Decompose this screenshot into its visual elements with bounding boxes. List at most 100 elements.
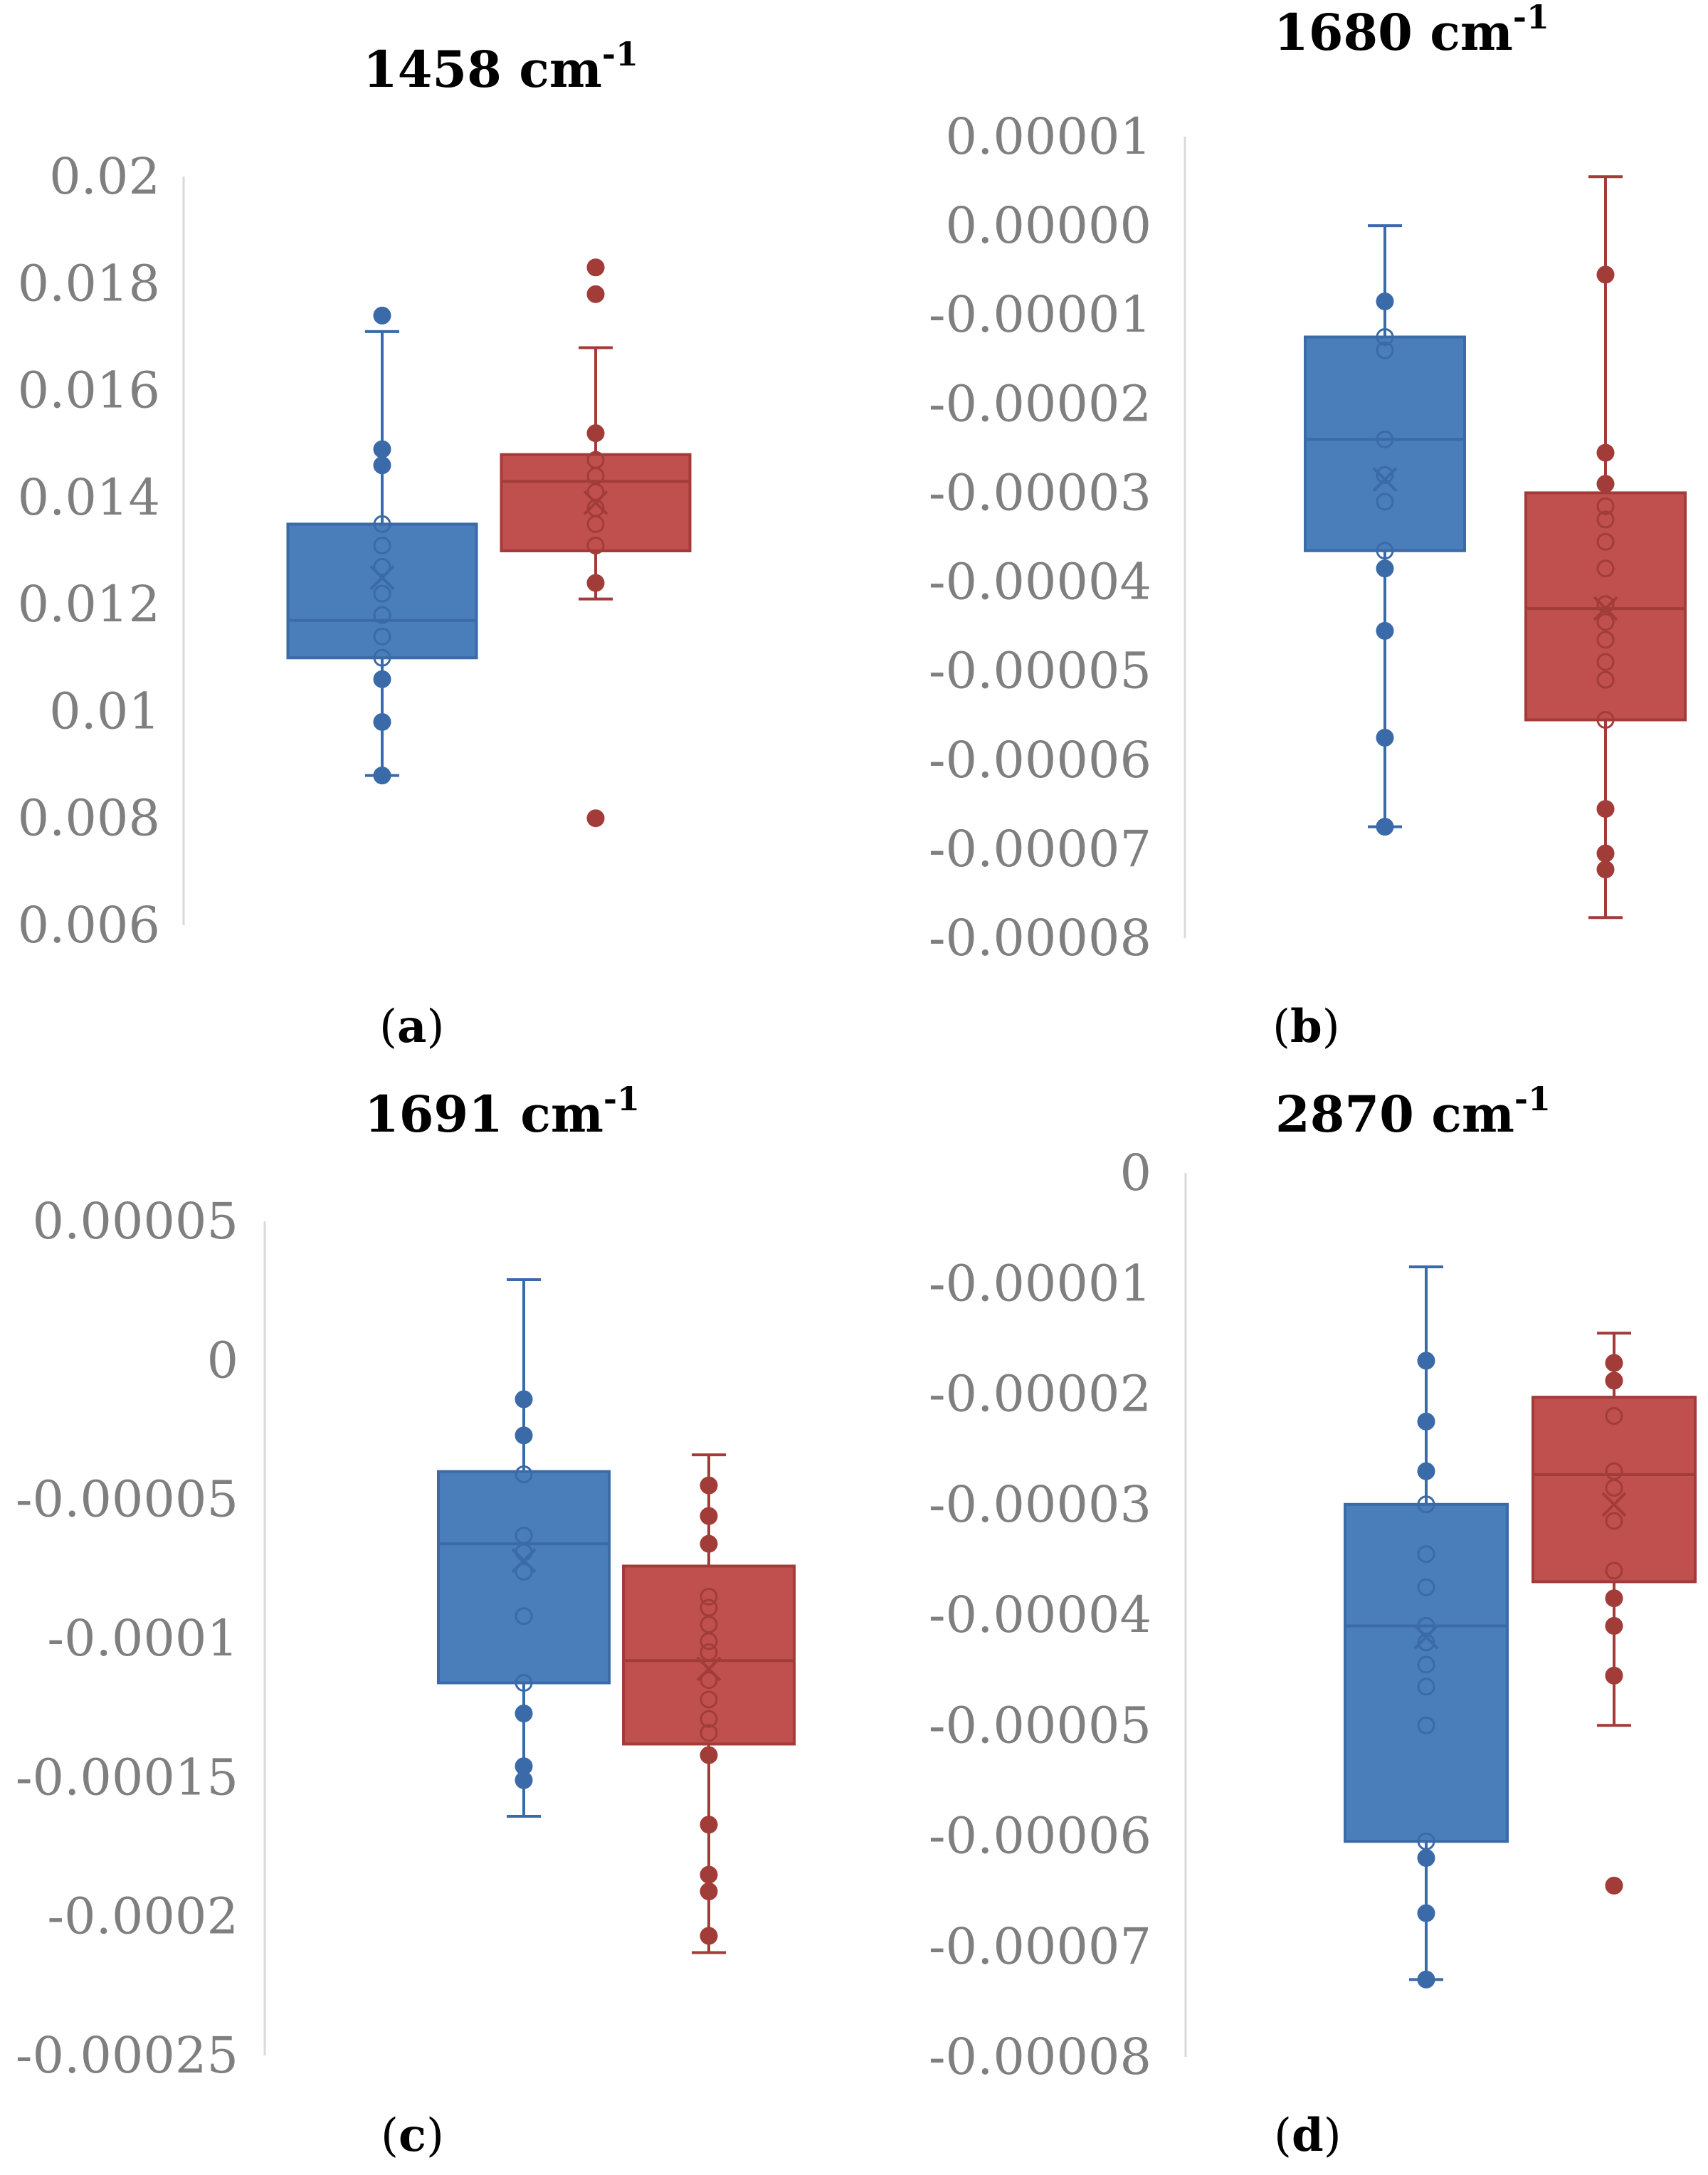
- data-point: [515, 1390, 533, 1408]
- data-point: [1596, 265, 1615, 284]
- mean-marker: [696, 1656, 722, 1682]
- panel-a-title-sup: -1: [602, 35, 638, 73]
- panel-a: 1458 cm-1 0.020.0180.0160.0140.0120.010.…: [18, 35, 692, 1053]
- y-tick-label: -0.00001: [929, 1254, 1151, 1312]
- mean-marker: [1593, 596, 1618, 621]
- panel-d-label: (d): [1274, 2109, 1341, 2162]
- data-point: [373, 584, 391, 603]
- y-tick-label: -0.00007: [929, 1917, 1151, 1976]
- panel-a-ticks: 0.02 0.018 0.016 0.014 0.012 0.01 0.008 0.006: [18, 147, 160, 954]
- mean-marker: [1372, 467, 1398, 493]
- data-point: [1596, 475, 1615, 493]
- data-point: [700, 1816, 718, 1834]
- data-point: [1417, 1970, 1435, 1989]
- panel-d-title: 2870 cm-1: [1275, 1080, 1551, 1144]
- data-point: [1605, 1512, 1623, 1530]
- data-point: [515, 1465, 533, 1484]
- data-point: [373, 648, 391, 667]
- data-point: [515, 1674, 533, 1692]
- box-iqr: [622, 1564, 796, 1746]
- y-tick-label: 0.016: [18, 362, 160, 420]
- y-tick-label: -0.00003: [929, 1475, 1151, 1534]
- box-iqr: [1532, 1396, 1697, 1584]
- data-point: [1376, 328, 1394, 346]
- y-tick-label: -0.00006: [929, 731, 1151, 789]
- box-red: [622, 1453, 796, 1954]
- data-point: [700, 1587, 718, 1606]
- y-tick-label: -0.00004: [929, 1586, 1151, 1644]
- data-point: [1596, 631, 1615, 649]
- data-point: [1376, 559, 1394, 578]
- data-point: [373, 306, 391, 325]
- data-point: [1605, 1407, 1623, 1426]
- data-point: [1417, 1655, 1435, 1674]
- panel-a-label: (a): [379, 1000, 444, 1053]
- box-blue: [286, 306, 478, 785]
- data-point: [373, 558, 391, 576]
- data-point: [1417, 1495, 1435, 1514]
- data-point: [1605, 1371, 1623, 1390]
- y-tick-label: -0.00005: [929, 1696, 1151, 1754]
- panel-d-boxes: [1344, 1265, 1697, 1989]
- y-tick-label: -0.00002: [929, 1365, 1151, 1423]
- data-point: [1596, 532, 1615, 551]
- panel-b-ticks: 0.00001 0.00000 -0.00001 -0.00002 -0.00003 -0…: [929, 107, 1151, 967]
- y-tick-label: -0.00004: [929, 553, 1151, 611]
- y-tick-label: -0.00007: [929, 820, 1151, 878]
- data-point: [515, 1426, 533, 1445]
- mean-marker: [583, 490, 608, 515]
- data-point: [586, 424, 605, 443]
- box-iqr: [286, 522, 478, 660]
- y-tick-label: -0.00015: [16, 1748, 238, 1806]
- data-point: [1417, 1545, 1435, 1564]
- mean-marker: [1601, 1492, 1627, 1517]
- panel-b-title-sup: -1: [1513, 0, 1549, 36]
- panel-c-title-sup: -1: [603, 1080, 640, 1118]
- data-point: [373, 712, 391, 731]
- mean-marker: [369, 565, 395, 590]
- y-tick-label: -0.00005: [16, 1470, 238, 1529]
- y-tick-label: 0.00001: [946, 107, 1151, 166]
- y-tick-label: -0.0001: [47, 1609, 238, 1668]
- mean-marker: [511, 1548, 537, 1574]
- panel-c-title-main: 1691 cm: [364, 1085, 603, 1144]
- data-point: [1596, 710, 1615, 729]
- data-point: [1376, 341, 1394, 359]
- box-iqr: [1524, 491, 1687, 722]
- panel-c-title: 1691 cm-1: [364, 1080, 640, 1144]
- y-tick-label: 0.00005: [33, 1192, 238, 1250]
- data-point: [1596, 559, 1615, 578]
- data-point: [1376, 542, 1394, 560]
- data-point: [1596, 497, 1615, 515]
- data-point: [1376, 493, 1394, 511]
- y-tick-label: -0.00006: [929, 1807, 1151, 1865]
- data-point: [700, 1476, 718, 1495]
- data-point: [586, 536, 605, 554]
- outlier-point: [1605, 1876, 1623, 1895]
- data-point: [1596, 670, 1615, 689]
- y-tick-label: -0.00001: [929, 285, 1151, 344]
- data-point: [1417, 1578, 1435, 1596]
- data-point: [373, 515, 391, 533]
- data-point: [1417, 1678, 1435, 1696]
- panel-c-boxes: [437, 1278, 796, 1954]
- box-red: [500, 258, 692, 828]
- y-tick-label: -0.00008: [929, 909, 1151, 967]
- data-point: [1596, 844, 1615, 863]
- panel-a-boxes: [286, 258, 692, 828]
- panel-c-label: (c): [381, 2109, 444, 2162]
- data-point: [700, 1746, 718, 1764]
- data-point: [515, 1771, 533, 1789]
- data-point: [373, 767, 391, 785]
- data-point: [1596, 800, 1615, 818]
- data-point: [373, 456, 391, 475]
- data-point: [1376, 292, 1394, 310]
- data-point: [1376, 621, 1394, 640]
- data-point: [1605, 1589, 1623, 1608]
- panel-b-title-main: 1680 cm: [1274, 3, 1513, 62]
- data-point: [1417, 1412, 1435, 1431]
- data-point: [700, 1534, 718, 1553]
- data-point: [373, 536, 391, 554]
- box-blue: [437, 1278, 611, 1818]
